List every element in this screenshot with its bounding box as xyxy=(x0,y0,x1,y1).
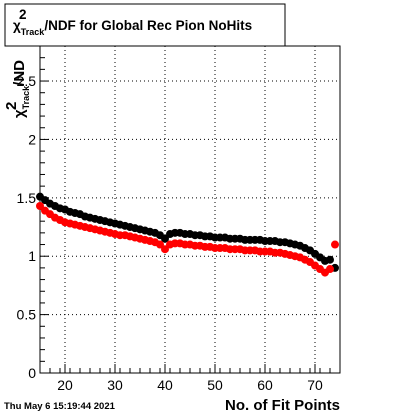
title-sub: Track xyxy=(21,27,46,37)
data-point xyxy=(161,245,169,254)
grid xyxy=(40,46,340,373)
plot-frame xyxy=(39,45,341,374)
y-tick-label: 0 xyxy=(28,365,36,381)
y-tick-labels: 0 0.5 1 1.5 2 2.5 xyxy=(17,73,37,381)
x-tick-label: 30 xyxy=(107,377,123,393)
data-points xyxy=(36,192,339,277)
y-tick-label: 1.5 xyxy=(17,190,37,206)
series-1 xyxy=(36,201,339,277)
x-tick-label: 50 xyxy=(207,377,223,393)
y-axis-title: χTrack/ND 2 xyxy=(3,60,31,118)
title-box: χTrack/NDF for Global Rec Pion NoHits 2 xyxy=(4,3,286,47)
axis-ticks xyxy=(39,57,341,374)
data-point xyxy=(326,255,334,264)
ylabel-chi: χ xyxy=(11,109,28,118)
y-tick-label: 2 xyxy=(28,131,36,147)
data-point xyxy=(36,201,44,210)
y-tick-label: 1 xyxy=(28,248,36,264)
timestamp: Thu May 6 15:19:44 2021 xyxy=(4,401,116,412)
y-tick-label: 2.5 xyxy=(17,73,37,89)
data-point xyxy=(156,240,164,249)
ylabel-sup: 2 xyxy=(3,102,20,110)
x-tick-label: 70 xyxy=(307,377,323,393)
ylabel-sub: Track xyxy=(21,85,31,110)
title-chi: χ xyxy=(13,18,21,33)
x-tick-labels: 20 30 40 50 60 70 xyxy=(57,377,323,393)
series-0 xyxy=(36,192,339,272)
x-axis-title: No. of Fit Points xyxy=(225,397,340,414)
svg-text:χTrack/ND: χTrack/ND xyxy=(11,60,31,118)
y-tick-label: 0.5 xyxy=(17,307,37,323)
data-point xyxy=(331,240,339,249)
x-tick-label: 40 xyxy=(157,377,173,393)
chart-title: χTrack/NDF for Global Rec Pion NoHits xyxy=(13,18,252,37)
data-point xyxy=(326,265,334,274)
title-sup: 2 xyxy=(19,7,27,22)
title-rest: /NDF for Global Rec Pion NoHits xyxy=(44,18,252,33)
x-tick-label: 60 xyxy=(257,377,273,393)
data-point xyxy=(161,234,169,243)
x-tick-label: 20 xyxy=(57,377,73,393)
ylabel-rest: /ND xyxy=(11,60,28,86)
